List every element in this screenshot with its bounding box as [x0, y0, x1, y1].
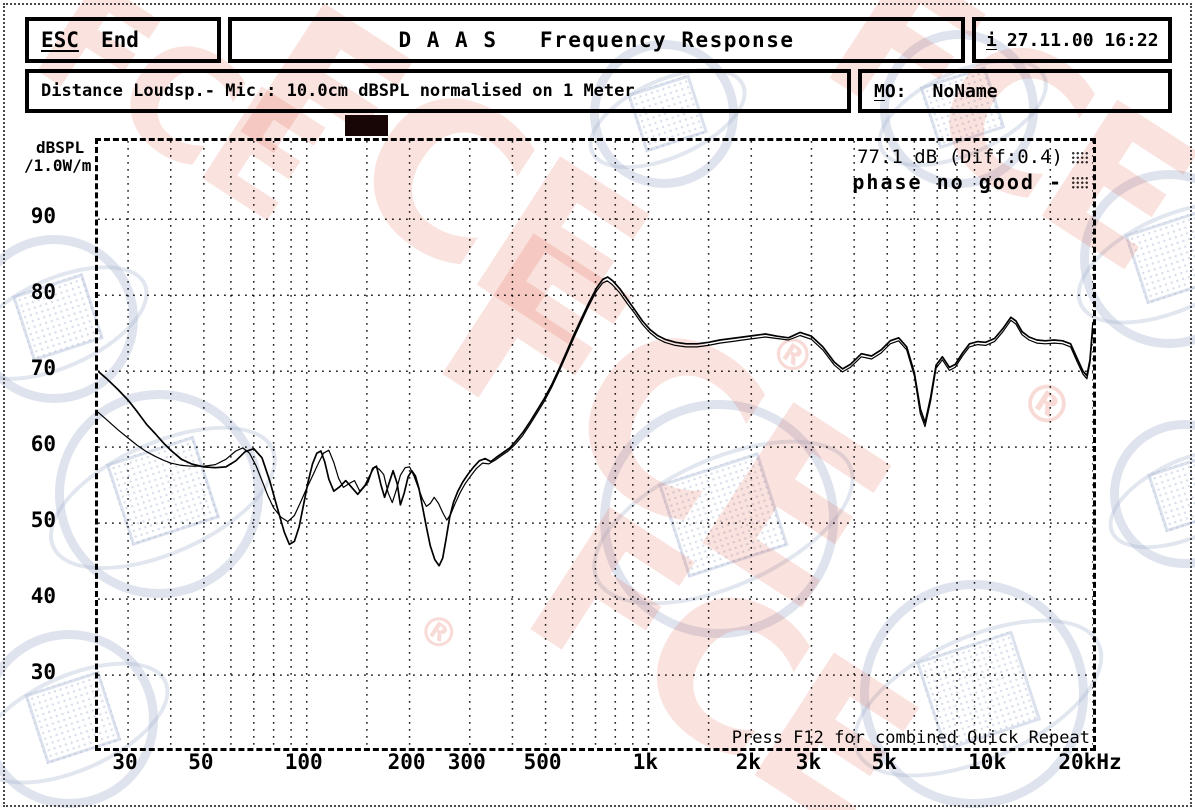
x-tick-label: 1k	[632, 750, 659, 774]
y-tick-label: 40	[30, 584, 56, 609]
x-tick-label: 3k	[795, 750, 822, 774]
response-b-curve	[98, 280, 1093, 523]
y-axis-reference: /1.0W/m	[24, 156, 92, 175]
model-name-value: NoName	[932, 80, 998, 102]
x-tick-label: 5k	[871, 750, 897, 774]
measurement-info-text: Distance Loudsp.- Mic.: 10.0cm dBSPL nor…	[41, 81, 635, 101]
x-tick-label: 2k	[735, 750, 761, 774]
y-tick-label: 60	[30, 432, 56, 457]
info-key-label: i	[986, 29, 997, 51]
y-axis-unit: dBSPL	[36, 138, 85, 157]
y-tick-label: 30	[30, 660, 56, 685]
globe-watermark	[1058, 170, 1195, 350]
x-tick-label: 30	[112, 750, 138, 774]
x-tick-label: 500	[523, 750, 562, 774]
x-tick-label: 200	[387, 750, 426, 774]
legend-level-marker-icon	[1071, 150, 1089, 164]
chart-legend: 77.1 dB (Diff:0.4) phase no good -	[852, 146, 1089, 196]
legend-level-readout: 77.1 dB (Diff:0.4)	[857, 146, 1063, 168]
model-name-button[interactable]: M O: NoName	[858, 69, 1172, 113]
x-axis-ticks: 30 50 100 200 300 500 1k 2k 3k 5k 10k 20kHz	[95, 750, 1121, 778]
mo-key-label: M	[874, 80, 885, 102]
esc-end-button[interactable]: ESC End	[25, 17, 221, 63]
mo-suffix-label: O:	[884, 80, 907, 102]
f12-hint-text: Press F12 for combined Quick Repeat	[731, 728, 1090, 748]
x-tick-label: 300	[447, 750, 486, 774]
legend-phase-marker-icon	[1071, 175, 1089, 189]
esc-action-label: End	[100, 28, 139, 52]
x-tick-label: 20kHz	[1058, 750, 1122, 774]
cursor-marker-block	[345, 115, 388, 136]
legend-phase-status: phase no good -	[852, 170, 1063, 194]
frequency-response-chart	[98, 141, 1093, 748]
window-title: D A A S Frequency Response	[228, 17, 965, 63]
x-tick-label: 50	[188, 750, 214, 774]
x-tick-label: 100	[284, 750, 323, 774]
y-axis-title: dBSPL /1.0W/m	[24, 139, 91, 175]
y-tick-label: 90	[30, 204, 56, 229]
esc-key-label: ESC	[41, 28, 79, 52]
info-datetime-button[interactable]: i 27.11.00 16:22	[972, 17, 1172, 63]
datetime-text: 27.11.00 16:22	[1006, 29, 1159, 51]
y-tick-label: 50	[30, 508, 56, 533]
x-tick-label: 10k	[968, 750, 1007, 774]
y-tick-label: 70	[30, 356, 56, 381]
plot-area: 77.1 dB (Diff:0.4) phase no good - Press…	[95, 138, 1096, 751]
globe-watermark	[1094, 420, 1195, 570]
y-tick-label: 80	[30, 280, 56, 305]
title-text: D A A S Frequency Response	[398, 28, 795, 52]
measurement-info-bar: Distance Loudsp.- Mic.: 10.0cm dBSPL nor…	[25, 69, 851, 113]
